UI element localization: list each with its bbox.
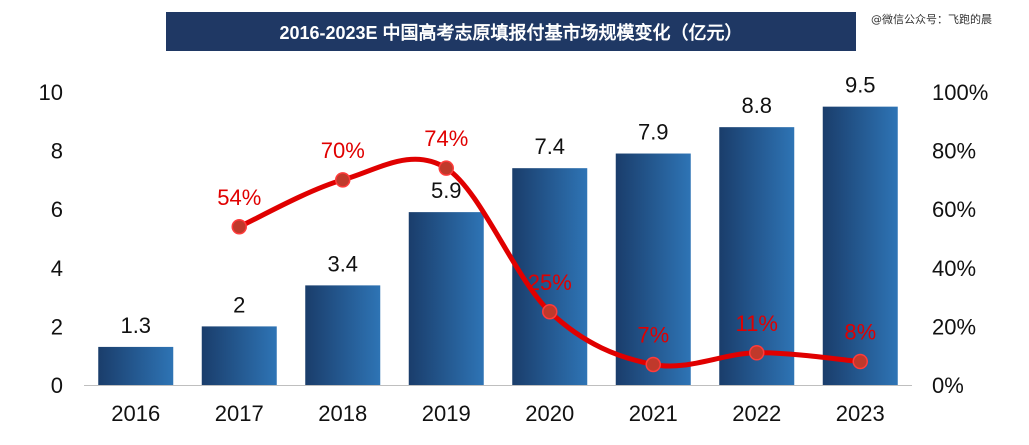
line-value-label-2019: 74% <box>424 126 468 151</box>
y-right-tick-label-0%: 0% <box>932 373 964 398</box>
line-point-2019 <box>438 160 454 176</box>
y-left-tick-label-10: 10 <box>39 80 63 105</box>
bar-2023 <box>822 106 898 386</box>
bar-value-label-2019: 5.9 <box>431 178 462 203</box>
line-point-2021 <box>645 356 661 373</box>
y-right-tick-label-20%: 20% <box>932 314 976 339</box>
bar-2021 <box>615 153 691 385</box>
y-left-tick-label-0: 0 <box>51 373 63 398</box>
y-left-tick-label-4: 4 <box>51 256 63 281</box>
y-left-tick-label-8: 8 <box>51 139 63 164</box>
bar-2017 <box>201 326 277 385</box>
y-left-tick-label-2: 2 <box>51 314 63 339</box>
x-tick-label-2023: 2023 <box>836 401 885 426</box>
bar-value-label-2018: 3.4 <box>327 251 358 276</box>
line-value-label-2018: 70% <box>321 138 365 163</box>
line-value-label-2017: 54% <box>217 185 261 210</box>
y-right-tick-label-100%: 100% <box>932 80 988 105</box>
bar-2022 <box>719 127 795 385</box>
chart-title: 2016-2023E 中国高考志原填报付基市场规模变化（亿元） <box>279 22 743 43</box>
line-point-2020 <box>542 304 558 320</box>
bar-2019 <box>408 212 484 385</box>
line-point-2018 <box>335 172 351 188</box>
line-point-2023 <box>852 353 868 370</box>
x-tick-label-2020: 2020 <box>525 401 574 426</box>
x-tick-label-2022: 2022 <box>732 401 781 426</box>
y-right-tick-label-80%: 80% <box>932 139 976 164</box>
bar-2018 <box>305 285 381 385</box>
x-tick-label-2018: 2018 <box>318 401 367 426</box>
chart-title-bar: 2016-2023E 中国高考志原填报付基市场规模变化（亿元） <box>166 12 856 51</box>
line-value-label-2021: 7% <box>637 322 669 347</box>
line-point-2022 <box>749 345 765 361</box>
line-value-label-2023: 8% <box>844 320 876 345</box>
y-right-tick-label-40%: 40% <box>932 256 976 281</box>
line-point-2017 <box>231 219 247 235</box>
bar-value-label-2023: 9.5 <box>845 73 876 98</box>
y-left-tick-label-6: 6 <box>51 197 63 222</box>
x-tick-label-2016: 2016 <box>111 401 160 426</box>
bar-value-label-2017: 2 <box>233 292 245 317</box>
bar-value-label-2022: 8.8 <box>741 93 772 118</box>
x-tick-label-2017: 2017 <box>215 401 264 426</box>
x-tick-label-2021: 2021 <box>629 401 678 426</box>
x-tick-label-2019: 2019 <box>422 401 471 426</box>
bar-value-label-2016: 1.3 <box>120 313 151 338</box>
y-right-tick-label-60%: 60% <box>932 197 976 222</box>
bar-2016 <box>98 346 174 385</box>
bar-value-label-2021: 7.9 <box>638 120 669 145</box>
line-value-label-2020: 25% <box>528 270 572 295</box>
watermark: @微信公众号：飞跑的晨 <box>871 13 992 26</box>
bar-value-label-2020: 7.4 <box>534 134 565 159</box>
line-value-label-2022: 11% <box>736 311 778 336</box>
